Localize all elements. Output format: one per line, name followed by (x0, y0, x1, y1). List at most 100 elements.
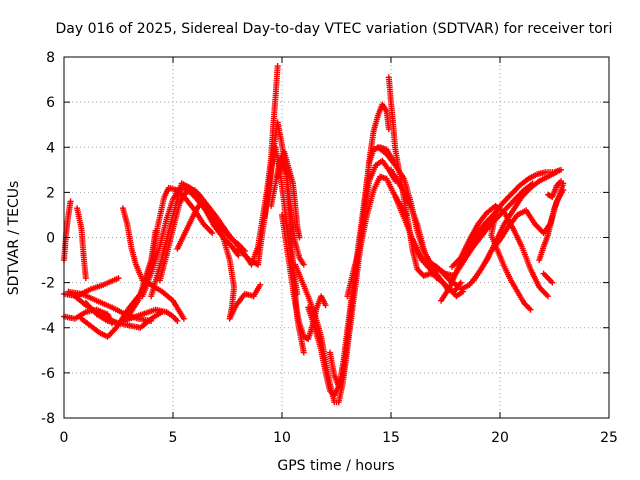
data-point-marker (167, 198, 180, 227)
data-point-marker (475, 211, 489, 227)
data-point-marker (518, 243, 533, 270)
data-point-marker (540, 234, 551, 250)
data-point-marker (388, 99, 396, 126)
data-point-marker (296, 234, 303, 241)
data-point-marker (549, 279, 556, 286)
x-tick-label: 25 (600, 430, 618, 446)
data-point-marker (71, 310, 87, 322)
x-tick-label: 15 (382, 430, 400, 446)
data-point-marker (344, 268, 357, 300)
data-point-marker (438, 285, 452, 304)
data-point-marker (139, 272, 154, 300)
data-point-marker (514, 208, 528, 218)
data-point-marker (545, 275, 554, 285)
data-point-marker (148, 245, 163, 277)
data-point-marker (544, 293, 551, 300)
data-point-marker (95, 329, 109, 339)
data-point-marker (361, 162, 372, 200)
data-point-marker (200, 221, 214, 235)
data-point-marker (82, 275, 89, 282)
data-point-marker (78, 290, 98, 303)
data-point-marker (170, 313, 179, 323)
x-tick-label: 10 (273, 430, 291, 446)
data-point-marker (229, 284, 237, 309)
data-point-marker (527, 306, 534, 313)
data-point-marker (449, 256, 463, 270)
data-point-marker (383, 175, 396, 194)
data-point-marker (536, 284, 550, 298)
data-point-marker (226, 257, 237, 289)
data-point-marker (283, 171, 292, 203)
y-tick-label: 0 (46, 231, 55, 247)
data-point-marker (494, 248, 507, 268)
data-point-marker (374, 144, 389, 156)
data-point-marker (265, 150, 276, 191)
data-point-marker (305, 304, 317, 329)
data-point-marker (93, 309, 109, 321)
data-point-marker (501, 263, 513, 282)
data-point-marker (357, 214, 370, 250)
chart-title: Day 016 of 2025, Sidereal Day-to-day VTE… (56, 21, 613, 37)
data-point-marker (161, 223, 174, 252)
data-point-marker (466, 222, 481, 243)
data-point-marker (176, 191, 188, 207)
data-point-marker (163, 309, 175, 319)
grid-lines (64, 57, 609, 418)
data-point-marker (379, 157, 391, 172)
y-tick-label: 4 (46, 140, 55, 156)
data-point-marker (553, 169, 560, 176)
data-point-marker (235, 241, 247, 253)
data-point-marker (126, 299, 140, 318)
data-point-marker (87, 322, 101, 335)
data-point-marker (226, 234, 240, 247)
data-point-marker (274, 63, 281, 70)
y-tick-label: 8 (46, 50, 55, 66)
data-point-marker (475, 220, 489, 241)
data-point-marker (457, 282, 471, 293)
data-point-marker (135, 315, 153, 324)
data-point-marker (292, 200, 301, 228)
data-point-marker (226, 304, 239, 322)
x-tick-label: 5 (169, 430, 178, 446)
data-point-marker (505, 213, 520, 230)
data-point-marker (78, 315, 92, 328)
data-point-marker (414, 266, 426, 278)
data-point-marker (183, 211, 197, 234)
y-tick-label: -2 (41, 276, 55, 292)
data-point-marker (388, 166, 400, 183)
data-point-marker (536, 174, 550, 185)
data-point-marker (156, 254, 169, 284)
data-point-marker (235, 252, 242, 259)
data-point-marker (174, 317, 181, 324)
data-point-marker (82, 302, 98, 314)
data-point-marker (272, 65, 281, 101)
data-point-marker (453, 289, 465, 300)
data-point-marker (287, 227, 296, 264)
data-point-marker (80, 252, 89, 280)
data-point-marker (510, 195, 524, 214)
data-point-marker (510, 225, 524, 248)
data-point-marker (501, 209, 515, 227)
data-point-marker (255, 218, 265, 250)
x-tick-label: 20 (491, 430, 509, 446)
y-tick-label: 6 (46, 95, 55, 111)
data-point-marker (78, 225, 87, 257)
data-point-marker (174, 229, 189, 252)
data-point-marker (318, 293, 328, 307)
data-point-marker (512, 188, 526, 203)
data-point-marker (178, 180, 192, 190)
data-point-marker (545, 170, 558, 180)
data-point-marker (466, 236, 481, 254)
data-point-marker (154, 196, 167, 230)
data-point-marker (516, 177, 530, 189)
data-point-marker (322, 302, 329, 309)
data-point-marker (209, 229, 216, 236)
data-point-marker (507, 184, 522, 198)
data-point-marker (67, 198, 74, 205)
data-point-marker (392, 162, 406, 181)
data-point-marker (61, 232, 69, 264)
data-point-marker (183, 196, 197, 212)
data-point-marker (298, 277, 311, 298)
data-point-marker (507, 277, 520, 293)
